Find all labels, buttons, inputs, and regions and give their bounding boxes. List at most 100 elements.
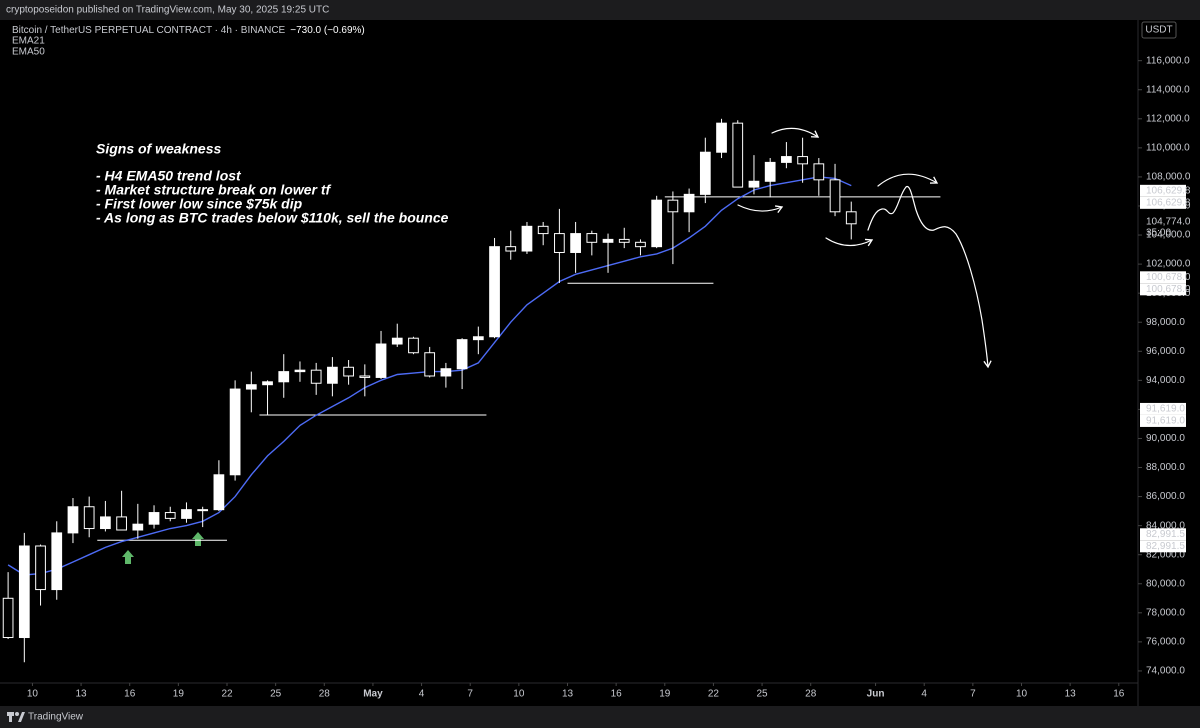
price-label: 100,678.0: [1146, 284, 1191, 295]
x-tick-label: 22: [221, 689, 233, 700]
green-arrow: [192, 532, 204, 546]
y-tick-label: 76,000.0: [1146, 637, 1185, 648]
candle-body: [197, 509, 209, 512]
candle-body: [35, 545, 46, 591]
title: Bitcoin / TetherUS PERPETUAL CONTRACT · …: [12, 25, 286, 36]
price-label-box: [1140, 540, 1186, 553]
candle-body: [456, 339, 468, 370]
candle-body: [310, 369, 322, 384]
candle-body: [764, 161, 776, 182]
top-bar: [0, 0, 1200, 20]
candle-body: [554, 233, 565, 253]
y-tick-label: 114,000.0: [1146, 84, 1190, 95]
y-tick-label: 88,000.0: [1146, 462, 1185, 473]
price-label: 91,619.0: [1146, 416, 1185, 427]
candle-body: [635, 241, 646, 248]
arrow-curve: [737, 204, 784, 213]
currency: USDT: [1145, 25, 1172, 36]
candle-body: [343, 366, 354, 377]
candle-body: [618, 238, 630, 243]
x-tick-label: 4: [419, 689, 425, 700]
y-tick-label: 116,000.0: [1146, 55, 1190, 66]
x-tick-label: 16: [611, 689, 623, 700]
candle-body: [116, 516, 127, 531]
x-tick-label: 16: [124, 689, 136, 700]
candle-body: [391, 337, 403, 345]
candle-body: [132, 523, 144, 531]
price-label-box: [1140, 402, 1186, 415]
x-tick-label: 13: [76, 689, 88, 700]
candle-body: [294, 369, 306, 373]
candle-body: [829, 179, 841, 213]
candle-body: [181, 509, 192, 519]
price-label-box: [1140, 283, 1186, 296]
candle-body: [18, 545, 30, 639]
y-tick-label: 102,000.0: [1146, 259, 1191, 270]
candle-body: [667, 199, 679, 213]
x-tick-label: 19: [659, 689, 671, 700]
price-label: 106,629.8: [1146, 185, 1191, 196]
x-tick-label: 28: [805, 689, 817, 700]
currency-box[interactable]: [1141, 21, 1177, 39]
candle-body: [408, 337, 419, 354]
symbol-title: Bitcoin / TetherUS PERPETUAL CONTRACT · …: [12, 25, 365, 36]
candle-body: [505, 246, 517, 252]
candle-body: [521, 225, 533, 252]
candle-body: [586, 233, 598, 243]
y-tick-label: 90,000.0: [1146, 433, 1185, 444]
annotation-line: Signs of weakness: [96, 141, 221, 157]
candle-body: [164, 512, 176, 519]
x-tick-label: 25: [270, 689, 282, 700]
x-tick-label: 4: [921, 689, 927, 700]
footer-brand: TradingView: [28, 712, 84, 723]
publisher: cryptoposeidon published on TradingView.…: [6, 5, 329, 16]
y-tick-label: 74,000.0: [1146, 666, 1185, 677]
candle-body: [602, 238, 614, 243]
candle-body: [570, 233, 581, 253]
candle-body: [83, 506, 95, 530]
y-tick-label: 86,000.0: [1146, 491, 1185, 502]
candle-body: [732, 122, 744, 188]
y-tick-label: 98,000.0: [1146, 317, 1185, 328]
price-label: 82,991.5: [1146, 541, 1185, 552]
y-tick-label: 112,000.0: [1146, 113, 1190, 124]
bottom-bar: [0, 706, 1200, 728]
x-tick-label: 16: [1113, 689, 1125, 700]
x-tick-label: May: [363, 689, 383, 700]
candle-body: [229, 388, 241, 476]
y-tick-label: 104,000.0: [1146, 230, 1191, 241]
green-arrow: [122, 550, 134, 564]
candle-body: [100, 516, 111, 530]
y-tick-label: 94,000.0: [1146, 375, 1185, 386]
y-tick-label: 82,000.0: [1146, 549, 1185, 560]
candle-body: [716, 122, 727, 153]
candle-body: [699, 151, 711, 195]
x-tick-label: 10: [513, 689, 525, 700]
y-tick-label: 80,000.0: [1146, 578, 1185, 589]
x-tick-label: 19: [173, 689, 185, 700]
x-tick-label: Jun: [867, 689, 885, 700]
y-tick-label: 84,000.0: [1146, 520, 1185, 531]
candle-body: [472, 336, 484, 341]
x-tick-label: 25: [757, 689, 769, 700]
candle-body: [213, 474, 225, 511]
price-label-box: [1140, 196, 1186, 209]
x-tick-label: 13: [562, 689, 574, 700]
x-tick-label: 10: [1016, 689, 1028, 700]
price-label-box: [1140, 184, 1186, 197]
price-label: 104,774.0: [1146, 216, 1191, 227]
projection-path: [867, 185, 992, 369]
candle-body: [375, 343, 387, 378]
price-label: 100,678.0: [1146, 272, 1191, 283]
candle-body: [245, 384, 257, 390]
countdown: 35:00: [1146, 227, 1171, 238]
arrow-curve: [771, 127, 820, 138]
candle-body: [489, 246, 500, 338]
tv-logo: [7, 712, 25, 722]
price-label: 82,991.5: [1146, 529, 1185, 540]
legend-entry: EMA21: [12, 36, 45, 47]
candle-body: [51, 532, 63, 591]
annotation: Signs of weakness- H4 EMA50 trend lost- …: [96, 141, 449, 226]
x-tick-label: 22: [708, 689, 720, 700]
